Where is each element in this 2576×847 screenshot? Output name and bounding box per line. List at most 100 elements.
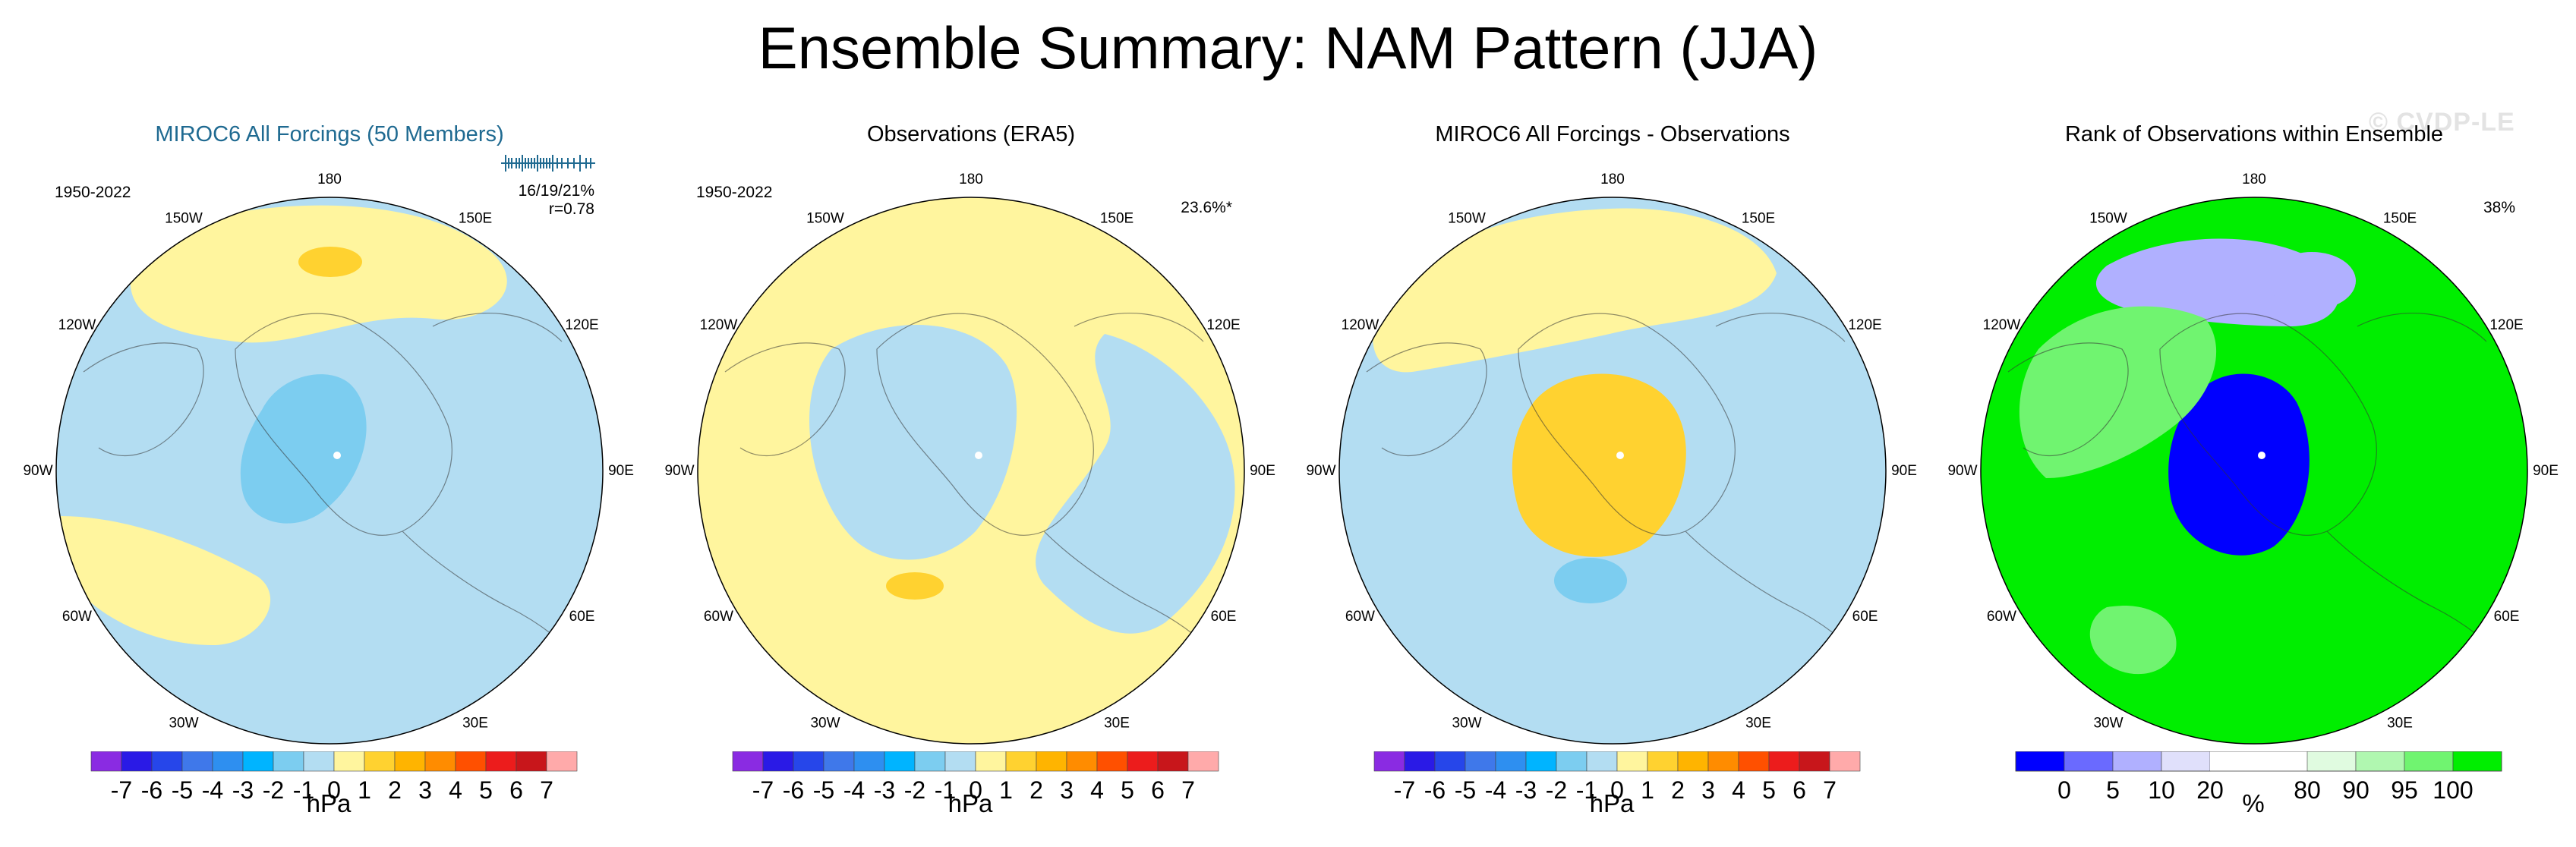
region-bering-sea <box>298 247 362 277</box>
colorbar-swatch <box>394 751 426 772</box>
longitude-label: 60E <box>1852 609 1878 625</box>
longitude-label: 30W <box>169 716 198 732</box>
panel-rank: Rank of Observations within Ensemble 180… <box>1932 121 2576 847</box>
colorbar-tick-label: 95 <box>2391 776 2418 804</box>
map-fill <box>1981 197 2527 744</box>
coastline-america <box>2007 342 2129 456</box>
colorbar-tick-label: -5 <box>1455 776 1476 804</box>
colorbar-tick-label: -3 <box>1515 776 1537 804</box>
longitude-label: 30W <box>2093 716 2123 732</box>
region-north-atlantic <box>886 572 944 600</box>
coastline-arctic <box>235 313 452 536</box>
longitude-label: 60W <box>62 609 92 625</box>
longitude-label: 30E <box>1104 716 1130 732</box>
colorbar-swatch <box>1647 751 1679 772</box>
colorbar-swatch <box>1707 751 1739 772</box>
colorbar-tick-label: -6 <box>141 776 162 804</box>
colorbar-swatch <box>2259 751 2307 771</box>
colorbar-swatch <box>1616 751 1648 772</box>
colorbar-swatch <box>1127 751 1159 772</box>
colorbar-tick-label: -5 <box>172 776 193 804</box>
colorbar-swatch <box>333 751 365 772</box>
longitude-label: 180 <box>317 172 342 187</box>
longitude-label: 90E <box>608 463 634 479</box>
colorbar-tick-label: 7 <box>1181 776 1195 804</box>
colorbar-tick-label: -1 <box>935 776 956 804</box>
colorbar-swatch <box>1187 751 1219 772</box>
colorbar: -7 -6 -5 -4 -3 -2 -1 0 1 2 3 4 5 6 7 <box>732 751 1219 804</box>
panel-title: Observations (ERA5) <box>867 122 1075 146</box>
longitude-label: 120W <box>58 317 96 333</box>
region-arctic <box>1512 373 1686 557</box>
longitude-label: 120W <box>700 317 738 333</box>
colorbar-frame <box>2015 751 2502 772</box>
pole-marker <box>2258 452 2265 459</box>
colorbar-tick-label: -7 <box>752 776 774 804</box>
colorbar-swatch <box>1768 751 1800 772</box>
longitude-label: 30E <box>1745 716 1771 732</box>
colorbar-unit: hPa <box>1589 789 1635 817</box>
colorbar-swatch <box>1066 751 1098 772</box>
longitude-label: 150W <box>2089 210 2127 226</box>
colorbar-tick-label: 20 <box>2196 776 2224 804</box>
longitude-label: 150E <box>1100 210 1134 226</box>
colorbar-tick-label: 1 <box>1641 776 1654 804</box>
colorbar-swatch <box>914 751 946 772</box>
colorbar-tick-label: -2 <box>904 776 925 804</box>
region-arctic <box>2168 373 2310 556</box>
region-north-america <box>2019 306 2217 478</box>
colorbar-tick-label: 2 <box>388 776 402 804</box>
colorbar-swatch <box>1738 751 1770 772</box>
longitude-label: 30E <box>462 716 488 732</box>
region-north-atlantic <box>61 516 271 645</box>
map-border <box>1980 197 2528 745</box>
longitude-label: 150W <box>806 210 844 226</box>
longitude-label: 120W <box>1983 317 2021 333</box>
colorbar-swatch <box>303 751 335 772</box>
colorbar-tick-label: 5 <box>1121 776 1134 804</box>
colorbar-tick-label: 3 <box>418 776 432 804</box>
panel-title: MIROC6 All Forcings (50 Members) <box>155 122 504 146</box>
colorbar-swatch <box>424 751 456 772</box>
colorbar-tick-label: 7 <box>1823 776 1837 804</box>
colorbar-tick-label: -2 <box>263 776 284 804</box>
colorbar-tick-label: -4 <box>843 776 865 804</box>
colorbar-swatch <box>732 751 764 772</box>
metric-block: 38% <box>2483 199 2515 217</box>
longitude-label: 150W <box>1448 210 1486 226</box>
longitude-label: 180 <box>959 172 983 187</box>
pole-marker <box>333 452 341 459</box>
sparkline-ticks <box>505 155 591 172</box>
colorbar-tick-label: -4 <box>1485 776 1506 804</box>
colorbar-swatch <box>2404 751 2454 772</box>
longitude-label: 120E <box>1848 317 1881 333</box>
longitude-label: 90W <box>23 463 52 479</box>
coastline-america <box>83 342 204 456</box>
longitude-label: 90E <box>2533 463 2559 479</box>
sparkline-svg <box>501 155 595 172</box>
colorbar-tick-label: -3 <box>232 776 254 804</box>
metric-block: 16/19/21% r=0.78 <box>519 182 594 219</box>
longitude-label: 150W <box>165 210 203 226</box>
colorbar-tick-label: 100 <box>2433 776 2473 804</box>
coastline-asia <box>1715 313 1846 342</box>
colorbar-swatch <box>1677 751 1709 772</box>
colorbar-swatch <box>1525 751 1557 772</box>
map-fill <box>56 197 603 744</box>
colorbar-tick-label: -7 <box>1394 776 1415 804</box>
colorbar-tick-label: 7 <box>540 776 553 804</box>
colorbar-swatch <box>2064 751 2114 772</box>
panel-observations: Observations (ERA5) 180 150E 120E 90E 60E 30E… <box>649 121 1293 847</box>
longitude-label: 30W <box>1452 716 1481 732</box>
colorbar-tick-label: -4 <box>202 776 223 804</box>
longitude-label: 60E <box>2494 609 2520 625</box>
colorbar-tick-label: 2 <box>1029 776 1043 804</box>
longitude-label: 90W <box>1306 463 1335 479</box>
colorbar-tick-label: 4 <box>1090 776 1104 804</box>
colorbar-tick-label: 5 <box>2106 776 2120 804</box>
colorbar-tick-label: -2 <box>1546 776 1567 804</box>
longitude-label: 60W <box>704 609 733 625</box>
colorbar-swatch <box>2452 751 2502 772</box>
colorbar-swatch <box>121 751 153 772</box>
polar-map: 180150E120E90E60E30E030W60W90W120W150W <box>1306 172 1916 770</box>
